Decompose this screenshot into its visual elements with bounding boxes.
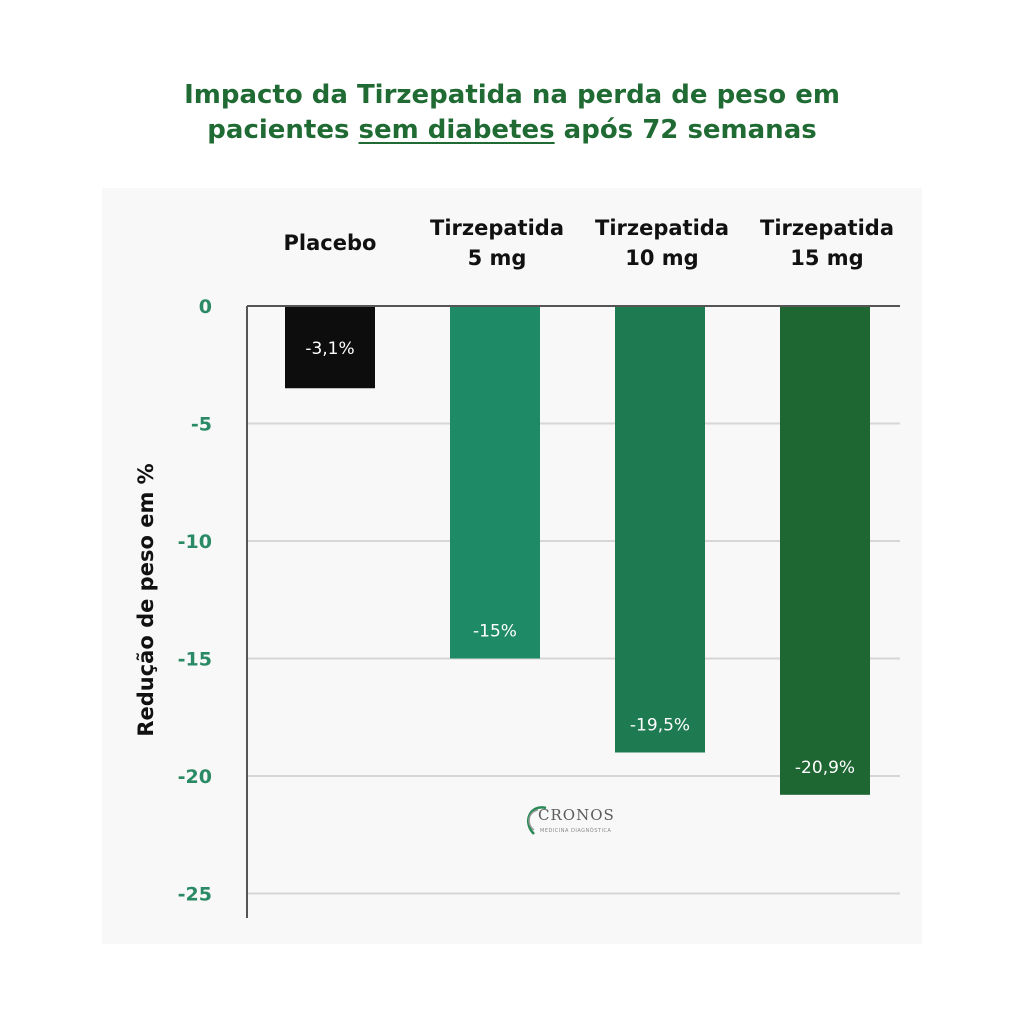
title-line-2-end: após 72 semanas xyxy=(554,115,817,145)
logo-swoosh-icon xyxy=(527,806,547,835)
y-tick-label: 0 xyxy=(199,296,212,318)
bar xyxy=(285,306,375,389)
x-category-label: Tirzepatida xyxy=(595,216,729,240)
bar-data-label: -20,9% xyxy=(795,758,855,778)
y-tick-label: -5 xyxy=(191,414,212,436)
bar xyxy=(780,306,870,795)
logo-text: CRONOS xyxy=(538,806,615,824)
title-underlined-phrase: sem diabetes xyxy=(358,115,555,145)
y-tick-label: -20 xyxy=(178,766,212,788)
cronos-logo: CRONOS MEDICINA DIAGNÓSTICA xyxy=(520,800,620,840)
y-tick-label: -15 xyxy=(178,649,212,671)
x-category-label: 10 mg xyxy=(625,246,698,270)
logo-subtext: MEDICINA DIAGNÓSTICA xyxy=(540,828,612,834)
x-category-label: Placebo xyxy=(284,231,377,255)
x-category-label: Tirzepatida xyxy=(760,216,894,240)
y-tick-label: -25 xyxy=(178,884,212,906)
x-category-label: 15 mg xyxy=(790,246,863,270)
bar xyxy=(615,306,705,753)
x-category-label: Tirzepatida xyxy=(430,216,564,240)
bar-data-label: -3,1% xyxy=(305,339,354,359)
x-category-label: 5 mg xyxy=(468,246,527,270)
bar-data-label: -19,5% xyxy=(630,716,690,736)
y-tick-label: -10 xyxy=(178,531,212,553)
bar xyxy=(450,306,540,659)
chart-title: Impacto da Tirzepatida na perda de peso … xyxy=(0,78,1024,148)
y-axis-label: Redução de peso em % xyxy=(134,463,158,736)
title-line-1: Impacto da Tirzepatida na perda de peso … xyxy=(184,80,840,110)
bar-data-label: -15% xyxy=(473,622,517,642)
title-line-2: pacientes sem diabetes após 72 semanas xyxy=(0,113,1024,148)
title-line-2-start: pacientes xyxy=(207,115,359,145)
